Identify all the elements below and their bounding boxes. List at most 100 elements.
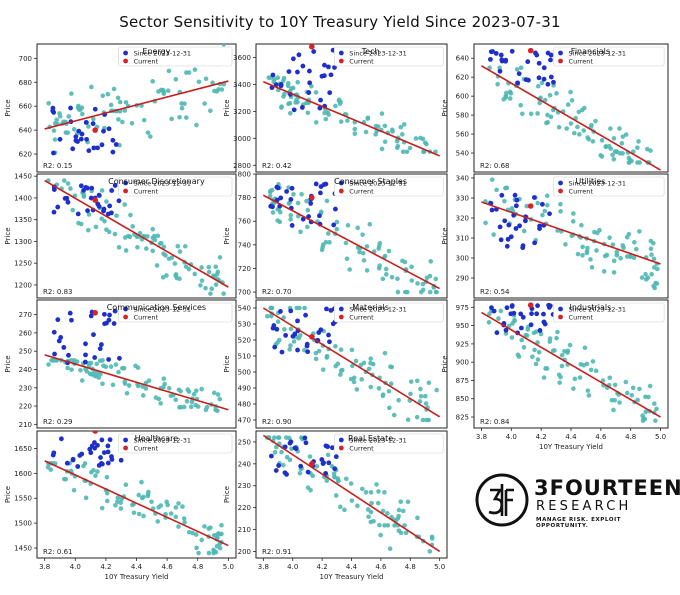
data-point-historical: [140, 384, 145, 389]
data-point-historical: [610, 152, 615, 158]
x-tick-label: 4.2: [536, 433, 547, 441]
data-point-historical: [221, 291, 226, 296]
data-point-historical: [79, 378, 85, 383]
data-point-historical: [281, 462, 286, 468]
data-point-historical: [148, 134, 153, 139]
data-point-historical: [530, 354, 535, 360]
y-tick-label: 640: [456, 55, 469, 63]
data-point-since: [99, 342, 104, 347]
y-axis-label: Price: [441, 355, 449, 372]
legend-box: [553, 176, 665, 197]
data-point-historical: [323, 116, 329, 122]
data-point-since: [110, 149, 116, 155]
data-point-historical: [497, 65, 502, 71]
data-point-since: [323, 443, 329, 449]
data-point-since: [491, 308, 497, 314]
y-tick-label: 620: [19, 151, 32, 159]
data-point-historical: [145, 130, 151, 135]
current-point: [527, 47, 534, 54]
panel-real-estate: 200 210 220 230 240 250 3.8 4.0 4.2 4.4 4.6 4.8 5.0 P…: [223, 430, 448, 581]
data-point-historical: [173, 273, 178, 278]
plot-area: [262, 434, 441, 554]
data-point-historical: [173, 77, 179, 82]
legend-label-current: Current: [349, 188, 374, 196]
data-point-historical: [156, 505, 161, 510]
data-point-historical: [415, 515, 420, 521]
data-point-since: [534, 52, 540, 58]
data-point-historical: [173, 514, 179, 520]
trend-line: [44, 179, 229, 288]
data-point-since: [73, 138, 79, 143]
y-tick-label: 760: [238, 218, 251, 226]
data-point-historical: [640, 413, 645, 418]
data-point-historical: [643, 409, 649, 415]
data-point-since: [51, 109, 57, 115]
data-point-since: [101, 450, 107, 456]
legend-marker-current: [338, 314, 344, 320]
legend-label-current: Current: [349, 58, 374, 66]
legend-box: [553, 302, 665, 323]
data-point-historical: [632, 239, 637, 245]
data-point-historical: [182, 243, 188, 249]
data-point-historical: [299, 192, 304, 197]
data-point-historical: [272, 450, 278, 455]
data-point-since: [518, 325, 524, 331]
data-point-historical: [165, 88, 171, 94]
panel-title: Financials: [571, 47, 610, 56]
data-point-since: [548, 74, 554, 80]
legend-label-since: Since 2023-12-31: [569, 50, 626, 58]
data-point-historical: [609, 397, 615, 403]
data-point-historical: [100, 358, 105, 363]
data-point-historical: [182, 520, 187, 525]
data-point-historical: [354, 387, 360, 392]
data-point-historical: [368, 356, 374, 361]
x-tick-label: 5.0: [434, 563, 445, 571]
data-point-since: [99, 142, 105, 148]
legend-marker-current: [558, 188, 563, 194]
data-point-historical: [144, 246, 149, 251]
data-point-historical: [150, 248, 155, 254]
y-tick-label: 600: [456, 93, 469, 101]
data-point-historical: [623, 132, 629, 137]
data-point-historical: [71, 126, 77, 132]
data-point-historical: [524, 203, 530, 209]
data-point-historical: [648, 238, 654, 244]
data-point-historical: [161, 376, 167, 381]
trend-line: [262, 307, 441, 418]
data-point-since: [534, 311, 540, 317]
data-point-historical: [601, 269, 607, 274]
legend-marker-since: [123, 437, 128, 443]
data-point-historical: [509, 335, 515, 340]
data-point-historical: [426, 380, 432, 386]
data-point-historical: [415, 378, 420, 384]
data-point-historical: [503, 185, 508, 191]
trend-line: [262, 434, 441, 553]
data-point-since: [107, 437, 113, 443]
y-tick-label: 1400: [14, 194, 32, 202]
data-point-historical: [502, 198, 507, 204]
data-point-historical: [327, 240, 332, 245]
data-point-historical: [588, 257, 593, 262]
data-point-historical: [483, 220, 488, 226]
data-point-historical: [333, 343, 338, 349]
legend-box: [553, 46, 665, 67]
data-point-since: [525, 59, 531, 65]
panel-healthcare: 1450 1500 1550 1600 1650 3.8 4.0 4.2 4.4 4.6 4.8 5.…: [4, 430, 237, 581]
data-point-historical: [116, 117, 121, 122]
data-point-historical: [313, 356, 319, 362]
data-point-historical: [491, 232, 496, 237]
data-point-since: [278, 309, 283, 314]
data-point-since: [489, 305, 494, 311]
data-point-historical: [202, 101, 207, 106]
data-point-historical: [105, 91, 111, 97]
data-point-historical: [360, 486, 365, 492]
data-point-historical: [382, 490, 387, 495]
current-point: [527, 203, 534, 209]
r2-annotation: R2: 0.84: [480, 418, 510, 426]
data-point-historical: [571, 386, 576, 391]
data-point-historical: [577, 132, 582, 137]
data-point-historical: [46, 362, 51, 367]
data-point-since: [296, 52, 302, 58]
data-point-historical: [199, 386, 204, 392]
y-tick-label: 220: [19, 403, 32, 411]
